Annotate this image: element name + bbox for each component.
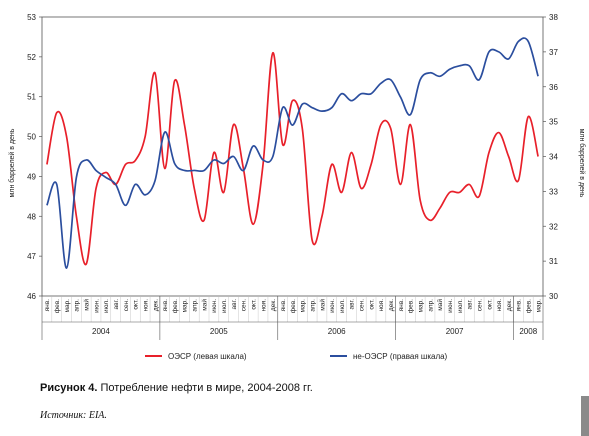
right-tick-label: 35 <box>549 118 558 127</box>
month-label: май <box>83 299 91 311</box>
x-axis-years: 2004 2005 2006 2007 2008 <box>41 296 544 340</box>
month-label: фев. <box>172 299 179 313</box>
month-label: мар. <box>535 299 542 313</box>
month-label: окт. <box>486 299 493 310</box>
left-tick-label: 48 <box>27 212 36 221</box>
month-label: янв. <box>280 299 287 312</box>
month-label: мар. <box>64 299 71 313</box>
month-label: июл. <box>221 299 228 313</box>
left-tick-label: 46 <box>27 292 36 301</box>
month-label: апр. <box>74 299 81 312</box>
month-label: ноя. <box>142 299 149 312</box>
month-label: сен. <box>476 299 483 311</box>
month-label: дек. <box>388 299 395 311</box>
oecd-series-line <box>46 52 539 266</box>
month-label: фев. <box>408 299 415 313</box>
month-label: июл. <box>339 299 346 313</box>
left-tick-label: 49 <box>27 172 36 181</box>
month-label: авг. <box>349 299 356 310</box>
chart: 46 47 48 49 50 51 52 53 30 31 32 33 34 35 36 37 38 янв.… <box>8 13 586 361</box>
month-label: июл. <box>103 299 110 313</box>
figure-caption-text: Потребление нефти в мире, 2004-2008 гг. <box>97 382 313 394</box>
right-tick-label: 33 <box>549 187 558 196</box>
month-label: янв. <box>162 299 169 312</box>
month-label: ноя. <box>496 299 503 312</box>
month-label: июн. <box>93 299 100 313</box>
month-label: июн. <box>447 299 454 313</box>
month-label: ноя. <box>260 299 267 312</box>
month-label: апр. <box>192 299 199 312</box>
month-label: окт. <box>368 299 375 310</box>
month-label: дек. <box>152 299 159 311</box>
month-label: мар. <box>182 299 189 313</box>
month-label: дек. <box>270 299 277 311</box>
figure-caption: Рисунок 4. Потребление нефти в мире, 200… <box>40 382 313 394</box>
year-label: 2006 <box>328 327 346 336</box>
non-oecd-series-line <box>46 37 539 269</box>
month-label: дек. <box>506 299 513 311</box>
year-label: 2004 <box>92 327 110 336</box>
year-label: 2007 <box>446 327 464 336</box>
month-label: окт. <box>251 299 258 310</box>
month-label: окт. <box>133 299 140 310</box>
month-label: фев. <box>526 299 533 313</box>
left-tick-label: 51 <box>27 93 36 102</box>
month-label: фев. <box>290 299 297 313</box>
series-lines <box>46 37 539 269</box>
left-tick-label: 50 <box>27 133 36 142</box>
right-y-axis: 30 31 32 33 34 35 36 37 38 <box>543 13 558 301</box>
source-note: Источник: EIA. <box>40 410 107 421</box>
month-label: ноя. <box>378 299 385 312</box>
left-axis-title: млн баррелей в день <box>8 128 16 197</box>
legend-label-non-oecd: не-ОЭСР (правая шкала) <box>353 352 448 361</box>
right-tick-label: 38 <box>549 13 558 22</box>
month-label: май <box>436 299 444 311</box>
month-label: мар. <box>418 299 425 313</box>
month-label: май <box>318 299 326 311</box>
figure-caption-label: Рисунок 4. <box>40 382 98 394</box>
month-label: май <box>200 299 208 311</box>
month-label: янв. <box>44 299 51 312</box>
page-edge-bar <box>581 396 589 436</box>
plot-frame <box>41 16 544 297</box>
month-label: мар. <box>300 299 307 313</box>
right-tick-label: 36 <box>549 83 558 92</box>
month-label: сен. <box>123 299 130 311</box>
month-label: сен. <box>241 299 248 311</box>
right-tick-label: 31 <box>549 257 558 266</box>
left-tick-label: 53 <box>27 13 36 22</box>
month-label: янв. <box>516 299 523 312</box>
month-label: авг. <box>231 299 238 310</box>
month-label: апр. <box>309 299 316 312</box>
year-label: 2008 <box>519 327 537 336</box>
legend-label-oecd: ОЭСР (левая шкала) <box>168 352 247 361</box>
right-tick-label: 32 <box>549 222 558 231</box>
x-axis-months: янв. фев. мар. апр. май июн. июл. авг. сен. окт. н… <box>44 296 542 322</box>
month-label: июл. <box>457 299 464 313</box>
year-label: 2005 <box>210 327 228 336</box>
month-label: сен. <box>359 299 366 311</box>
left-y-axis: 46 47 48 49 50 51 52 53 <box>27 13 42 301</box>
right-tick-label: 37 <box>549 48 558 57</box>
left-tick-label: 47 <box>27 252 36 261</box>
month-label: апр. <box>427 299 434 312</box>
month-label: авг. <box>113 299 120 310</box>
left-tick-label: 52 <box>27 53 36 62</box>
right-tick-label: 34 <box>549 153 558 162</box>
month-label: авг. <box>467 299 474 310</box>
legend: ОЭСР (левая шкала) не-ОЭСР (правая шкала) <box>145 352 448 361</box>
month-label: фев. <box>54 299 61 313</box>
month-label: июн. <box>329 299 336 313</box>
right-axis-title: млн баррелей в день <box>578 129 586 198</box>
right-tick-label: 30 <box>549 292 558 301</box>
plot-border <box>41 16 544 297</box>
month-label: янв. <box>398 299 405 312</box>
month-label: июн. <box>211 299 218 313</box>
